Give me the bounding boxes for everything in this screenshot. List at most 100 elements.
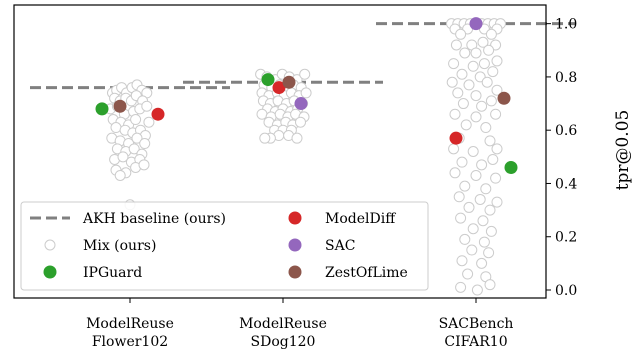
- x-tick-label-line2: CIFAR10: [444, 334, 507, 350]
- mix-point: [467, 146, 479, 157]
- mix-point: [446, 76, 458, 88]
- y-tick-label: 1.0: [555, 17, 577, 33]
- y-tick-label: 0.2: [555, 230, 577, 246]
- mix-point: [450, 39, 462, 51]
- mix-point: [477, 36, 489, 48]
- mix-point: [480, 122, 492, 134]
- mix-point: [470, 169, 482, 181]
- mix-point: [478, 58, 490, 70]
- y-tick-label: 0.6: [555, 123, 577, 139]
- y-axis-label: tpr@0.05: [613, 110, 633, 191]
- mix-point: [455, 212, 467, 224]
- mix-point: [485, 225, 497, 237]
- mix-point: [476, 159, 488, 171]
- mix-point: [481, 76, 493, 88]
- sac-point: [294, 97, 308, 111]
- mix-point: [470, 90, 482, 102]
- plot-frame: [13, 4, 547, 299]
- mix-point: [484, 204, 496, 216]
- mix-point: [485, 95, 497, 107]
- mix-point: [480, 183, 492, 195]
- mix-point: [459, 180, 471, 192]
- mix-point: [295, 116, 306, 128]
- mix-point: [467, 223, 479, 235]
- legend-marker-sac: [288, 238, 302, 252]
- x-tick-label-line2: SDog120: [251, 334, 316, 350]
- mix-point: [491, 55, 503, 67]
- mix-point: [470, 47, 482, 59]
- mix-point: [139, 138, 151, 150]
- mix-point: [460, 119, 472, 131]
- legend-marker-zestoflime: [288, 265, 302, 279]
- legend-label: ZestOfLime: [325, 265, 408, 281]
- sac-point: [469, 17, 483, 31]
- mix-point: [449, 167, 461, 179]
- mix-point: [474, 193, 486, 205]
- mix-point: [131, 132, 143, 144]
- mix-point: [463, 79, 475, 91]
- modeldiff-point: [449, 131, 463, 145]
- y-tick-label: 0.4: [555, 176, 577, 192]
- mix-point: [143, 116, 155, 128]
- mix-point: [483, 247, 495, 259]
- mix-point: [466, 244, 478, 256]
- mix-point: [491, 84, 503, 96]
- mix-point: [300, 87, 312, 99]
- modeldiff-point: [151, 107, 165, 121]
- mix-point: [462, 268, 474, 280]
- legend-label: SAC: [325, 238, 355, 254]
- mix-point: [459, 47, 471, 59]
- mix-point: [259, 132, 271, 144]
- mix-point: [476, 100, 488, 112]
- mix-point: [467, 60, 479, 72]
- mix-point: [455, 281, 467, 293]
- mix-point: [484, 279, 496, 291]
- mix-point: [256, 108, 268, 120]
- mix-point: [487, 153, 499, 165]
- mix-point: [299, 68, 311, 80]
- zestoflime-point: [113, 99, 127, 113]
- ipguard-point: [504, 160, 518, 174]
- mix-point: [490, 108, 502, 120]
- legend-label: AKH baseline (ours): [82, 211, 226, 227]
- mix-point: [128, 143, 140, 155]
- zestoflime-point: [497, 91, 511, 105]
- mix-point: [452, 87, 464, 99]
- mix-point: [459, 233, 471, 245]
- mix-point: [456, 68, 468, 80]
- ipguard-point: [95, 102, 109, 116]
- mix-point: [141, 100, 153, 112]
- ipguard-point: [261, 73, 275, 87]
- method-points: [95, 17, 518, 174]
- mix-point: [114, 169, 126, 181]
- x-axis: ModelReuse Flower102 ModelReuse SDog120 SACB…: [86, 298, 513, 350]
- y-tick-label: 0.8: [555, 70, 577, 86]
- legend-label: ModelDiff: [325, 211, 396, 227]
- mix-point: [457, 98, 469, 110]
- mix-point: [117, 151, 129, 163]
- legend-label: Mix (ours): [83, 238, 156, 254]
- mix-point: [490, 172, 502, 184]
- mix-point: [448, 143, 460, 155]
- legend-label: IPGuard: [83, 265, 142, 281]
- mix-point: [478, 236, 490, 248]
- legend-marker-mix: [44, 239, 56, 251]
- x-tick-label-line1: SACBench: [439, 316, 514, 332]
- mix-point: [487, 66, 499, 78]
- x-tick-label-line2: Flower102: [92, 334, 168, 350]
- legend: AKH baseline (ours) Mix (ours) IPGuard Mode…: [20, 201, 429, 291]
- legend-marker-modeldiff: [288, 211, 302, 225]
- legend-marker-ipguard: [43, 265, 57, 279]
- mix-point: [485, 28, 497, 40]
- modeldiff-point: [272, 81, 286, 95]
- y-tick-label: 0.0: [555, 283, 577, 299]
- mix-point: [491, 196, 503, 208]
- mix-point: [491, 143, 503, 155]
- mix-point: [483, 44, 495, 56]
- mix-point: [448, 58, 460, 70]
- legend-box: [20, 201, 429, 291]
- mix-point: [477, 215, 489, 227]
- mix-point: [463, 201, 475, 213]
- mix-point: [138, 159, 150, 171]
